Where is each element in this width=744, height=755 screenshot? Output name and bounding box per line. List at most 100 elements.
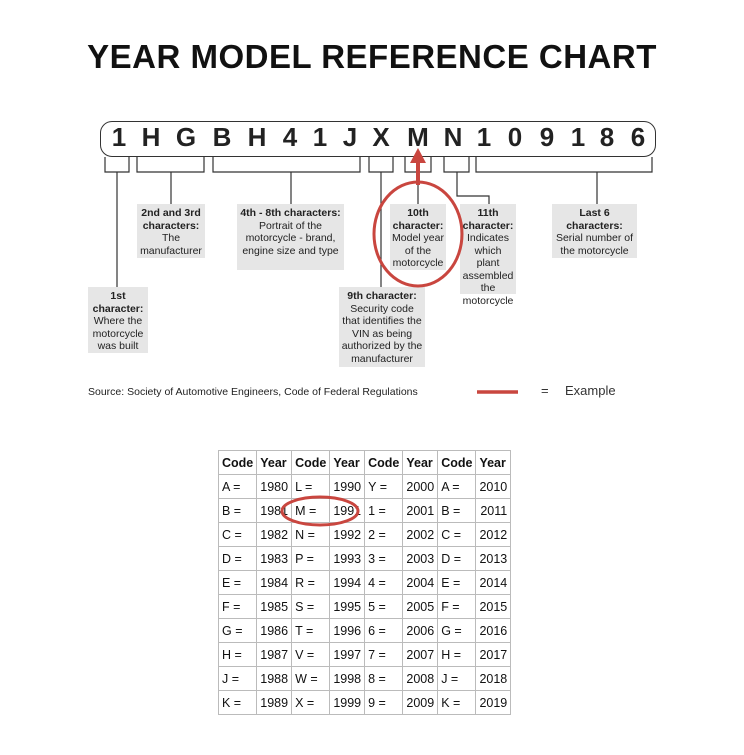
column-header: Year: [329, 450, 366, 475]
highlight-circle-10th: [372, 180, 464, 288]
bracket-1st: [104, 157, 130, 287]
year-cell: 1996: [329, 618, 366, 643]
code-cell: V =: [291, 642, 331, 667]
column-header: Code: [217, 450, 258, 475]
code-cell: B =: [437, 498, 477, 523]
code-cell: J =: [437, 666, 477, 691]
code-cell: D =: [217, 546, 258, 571]
label-4th-8th: 4th - 8th characters: Portrait of the mot…: [237, 204, 344, 270]
table-row: D = 1983 P = 1993 3 = 2003 D = 2013: [217, 546, 512, 571]
code-cell: 7 =: [364, 642, 404, 667]
code-cell: G =: [217, 618, 258, 643]
code-cell: D =: [437, 546, 477, 571]
year-cell: 2001: [402, 498, 439, 523]
code-cell: 4 =: [364, 570, 404, 595]
code-cell: Y =: [364, 474, 404, 499]
year-code-table: Code Year Code Year Code Year Code Year A = 1980…: [217, 450, 512, 715]
vin-char: 1: [570, 122, 586, 152]
label-11th: 11th character: Indicates which plant ass…: [460, 204, 516, 307]
vin-char: 1: [312, 122, 328, 152]
vin-char: 4: [282, 122, 298, 152]
vin-char: 0: [507, 122, 523, 152]
year-cell: 2004: [402, 570, 439, 595]
year-cell: 1982: [256, 522, 293, 547]
code-cell: E =: [217, 570, 258, 595]
vin-char: H: [141, 122, 161, 152]
code-cell: 9 =: [364, 690, 404, 715]
year-cell: 2014: [475, 570, 512, 595]
vin-box: [100, 121, 656, 157]
year-cell: 1985: [256, 594, 293, 619]
vin-char: 6: [630, 122, 646, 152]
code-cell: M =: [291, 498, 331, 523]
vin-char: X: [372, 122, 390, 152]
year-cell: 2002: [402, 522, 439, 547]
code-cell: P =: [291, 546, 331, 571]
label-10th: 10th character: Model year of the motorcy…: [390, 204, 446, 270]
vin-char: M: [407, 122, 429, 152]
vin-char: J: [342, 122, 358, 152]
year-cell: 2005: [402, 594, 439, 619]
code-cell: F =: [437, 594, 477, 619]
label-9th: 9th character: Security code that identif…: [339, 287, 425, 367]
table-row: A = 1980 L = 1990 Y = 2000 A = 2010: [217, 474, 512, 499]
label-last6: Last 6 characters: Serial number of the m…: [552, 204, 637, 258]
arrow-head-icon: [410, 148, 426, 163]
year-cell: 1995: [329, 594, 366, 619]
table-row: G = 1986 T = 1996 6 = 2006 G = 2016: [217, 618, 512, 643]
code-cell: W =: [291, 666, 331, 691]
year-cell: 2019: [475, 690, 512, 715]
year-cell: 1989: [256, 690, 293, 715]
vin-char: G: [175, 122, 197, 152]
code-cell: K =: [217, 690, 258, 715]
vin-char: N: [443, 122, 463, 152]
table-row: J = 1988 W = 1998 8 = 2008 J = 2018: [217, 666, 512, 691]
legend-equals: =: [541, 383, 549, 398]
code-cell: H =: [217, 642, 258, 667]
vin-char: B: [212, 122, 232, 152]
year-cell: 2008: [402, 666, 439, 691]
code-cell: K =: [437, 690, 477, 715]
legend-label: Example: [565, 383, 616, 398]
year-cell: 2015: [475, 594, 512, 619]
code-cell: T =: [291, 618, 331, 643]
column-header: Code: [364, 450, 404, 475]
bracket-last6: [475, 157, 653, 204]
code-cell: J =: [217, 666, 258, 691]
vin-char: 8: [599, 122, 615, 152]
year-cell: 1998: [329, 666, 366, 691]
table-row: E = 1984 R = 1994 4 = 2004 E = 2014: [217, 570, 512, 595]
vin-char: 1: [111, 122, 127, 152]
code-cell: E =: [437, 570, 477, 595]
bracket-9th: [368, 157, 394, 287]
year-cell: 2017: [475, 642, 512, 667]
year-cell: 1992: [329, 522, 366, 547]
label-1st: 1st character: Where the motorcycle was b…: [88, 287, 148, 353]
vin-char: 1: [476, 122, 492, 152]
code-cell: 6 =: [364, 618, 404, 643]
table-row: K = 1989 X = 1999 9 = 2009 K = 2019: [217, 690, 512, 715]
code-cell: 8 =: [364, 666, 404, 691]
year-cell: 2009: [402, 690, 439, 715]
year-cell: 2013: [475, 546, 512, 571]
year-cell: 2000: [402, 474, 439, 499]
code-cell: G =: [437, 618, 477, 643]
table-row: C = 1982 N = 1992 2 = 2002 C = 2012: [217, 522, 512, 547]
bracket-4th-8th: [212, 157, 361, 204]
label-2nd-3rd: 2nd and 3rd characters: The manufacturer: [137, 204, 205, 258]
code-cell: 2 =: [364, 522, 404, 547]
year-cell: 2006: [402, 618, 439, 643]
year-cell: 1994: [329, 570, 366, 595]
code-cell: H =: [437, 642, 477, 667]
year-cell: 1984: [256, 570, 293, 595]
code-cell: X =: [291, 690, 331, 715]
code-cell: 3 =: [364, 546, 404, 571]
vin-char: H: [247, 122, 267, 152]
bracket-2nd-3rd: [136, 157, 205, 204]
code-cell: A =: [437, 474, 477, 499]
code-cell: F =: [217, 594, 258, 619]
page-title: YEAR MODEL REFERENCE CHART: [87, 38, 657, 75]
